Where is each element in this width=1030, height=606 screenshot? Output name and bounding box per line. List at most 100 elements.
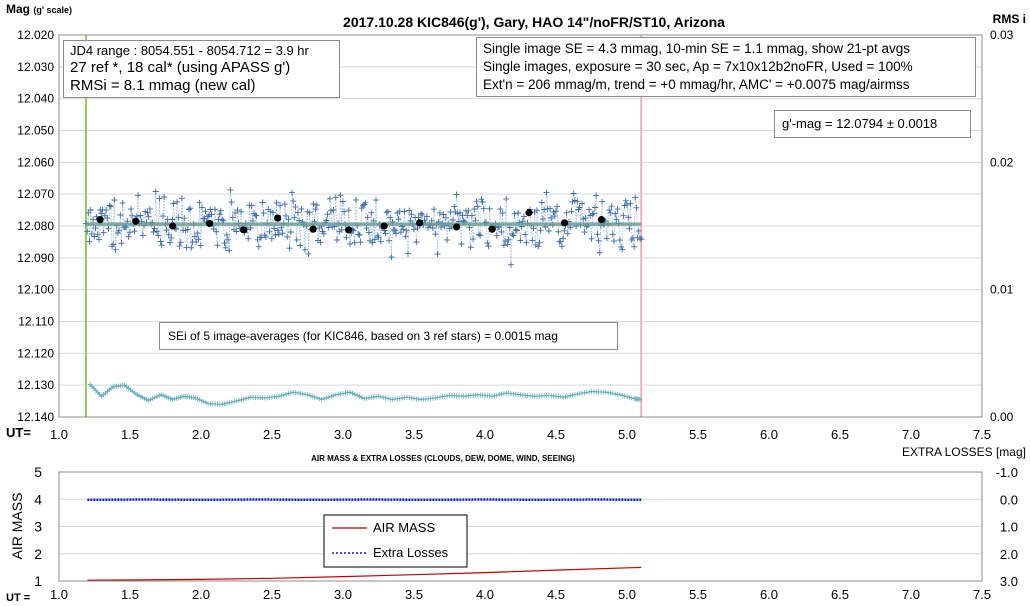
top-y-tick-label: 12.060: [17, 155, 54, 169]
single-image-point: [98, 210, 105, 217]
legend-airmass-label: AIR MASS: [373, 520, 435, 535]
single-image-point: [622, 197, 629, 204]
single-image-point: [541, 206, 548, 213]
single-image-point: [177, 239, 184, 246]
bottom-y-tick-label: 3: [34, 519, 42, 535]
single-image-point: [440, 211, 447, 218]
single-image-point: [476, 231, 482, 238]
single-image-point: [196, 199, 203, 206]
rms-marker: [312, 394, 318, 400]
single-image-point: [502, 238, 509, 245]
rms-marker: [496, 392, 502, 398]
top-y-tick-label: 12.140: [17, 410, 54, 424]
single-image-point: [434, 251, 441, 258]
single-image-point: [116, 227, 123, 234]
single-image-point: [609, 231, 616, 238]
bottom-x-tick-label: 1.0: [50, 587, 68, 602]
rms-marker: [359, 395, 365, 400]
single-image-point: [560, 235, 567, 242]
gmag-annotation: g'-mag = 12.0794 ± 0.0018: [774, 110, 971, 138]
ref-stars-line: 27 ref *, 18 cal* (using APASS g'): [70, 58, 291, 76]
rms-marker: [309, 393, 315, 399]
single-image-point: [233, 228, 240, 235]
single-image-point: [286, 245, 293, 252]
single-image-point: [371, 236, 378, 243]
single-image-point: [332, 194, 339, 201]
single-image-point: [255, 243, 262, 250]
single-image-point: [302, 246, 308, 253]
top-x-tick-label: 3.5: [405, 427, 423, 442]
single-image-point: [84, 228, 91, 235]
single-image-point: [252, 212, 259, 219]
single-image-point: [104, 215, 111, 222]
bottom-x-tick-label: 2.5: [263, 587, 281, 602]
single-image-point: [465, 207, 472, 214]
single-image-point: [223, 231, 230, 238]
single-image-point: [175, 214, 182, 221]
rms-marker: [347, 389, 353, 395]
bottom-x-tick-label: 4.5: [547, 587, 565, 602]
top-y-tick-label: 12.110: [18, 315, 54, 329]
single-image-point: [458, 241, 465, 247]
rms-marker: [494, 392, 500, 398]
single-image-point: [625, 214, 632, 221]
avg-point: [560, 219, 569, 227]
single-image-point: [187, 205, 194, 212]
rms-marker: [279, 393, 284, 399]
single-image-point: [195, 236, 202, 243]
single-image-point: [535, 243, 542, 250]
rms-marker: [560, 394, 566, 400]
rms-marker: [442, 393, 448, 399]
rms-marker: [316, 396, 322, 402]
bottom-x-tick-label: 5.5: [689, 587, 707, 602]
single-image-point: [191, 233, 198, 240]
single-image-point: [208, 211, 215, 218]
single-image-point: [517, 237, 524, 244]
rms-marker: [245, 395, 251, 401]
single-image-point: [586, 206, 593, 213]
bottom-legend: AIR MASS Extra Losses: [323, 514, 468, 568]
rmsi-line: RMSi = 8.1 mmag (new cal): [70, 76, 256, 94]
bottom-chart-title: AIR MASS & EXTRA LOSSES (CLOUDS, DEW, DO…: [311, 454, 575, 463]
single-image-point: [538, 199, 545, 206]
single-image-point: [515, 210, 522, 216]
avg-point: [132, 217, 140, 225]
bottom-x-tick-label: 3.5: [405, 587, 423, 602]
rms-marker: [586, 389, 592, 395]
bottom-y2-axis-label: EXTRA LOSSES [mag]: [902, 445, 1026, 459]
se-line-3: Ext'n = 206 mmag/m, trend = +0 mmag/hr, …: [483, 77, 910, 93]
single-image-point: [275, 231, 282, 238]
rms-marker: [307, 393, 313, 398]
top-x-tick-label: 2.0: [192, 427, 210, 442]
rms-marker: [321, 396, 327, 402]
single-image-point: [226, 247, 233, 254]
avg-point: [240, 226, 248, 234]
single-image-point: [128, 206, 134, 213]
single-image-point: [228, 199, 235, 206]
rms-marker: [243, 396, 249, 401]
rms-marker: [203, 400, 209, 406]
single-image-point: [620, 212, 627, 219]
single-image-point: [341, 208, 348, 215]
sei-annotation: SEi of 5 image-averages (for KIC846, bas…: [159, 322, 618, 350]
top-y-axis-label: Mag (g' scale): [6, 2, 72, 16]
rms-marker: [154, 394, 160, 400]
single-image-point: [594, 231, 601, 238]
single-image-point: [512, 226, 519, 233]
single-image-point: [326, 195, 333, 202]
single-image-point: [96, 236, 102, 243]
single-image-point: [432, 231, 439, 238]
top-y2-tick-label: 0.00: [990, 410, 1014, 424]
rms-marker: [637, 396, 643, 402]
single-image-point: [503, 195, 510, 202]
single-image-point: [554, 203, 561, 210]
single-image-point: [613, 216, 620, 223]
rms-marker: [331, 393, 336, 398]
single-image-point: [100, 229, 107, 236]
single-image-point: [337, 192, 344, 199]
single-image-point: [551, 213, 558, 220]
rms-marker: [619, 392, 625, 398]
rms-marker: [492, 393, 497, 399]
rms-marker: [222, 401, 228, 407]
single-image-point: [118, 240, 125, 247]
